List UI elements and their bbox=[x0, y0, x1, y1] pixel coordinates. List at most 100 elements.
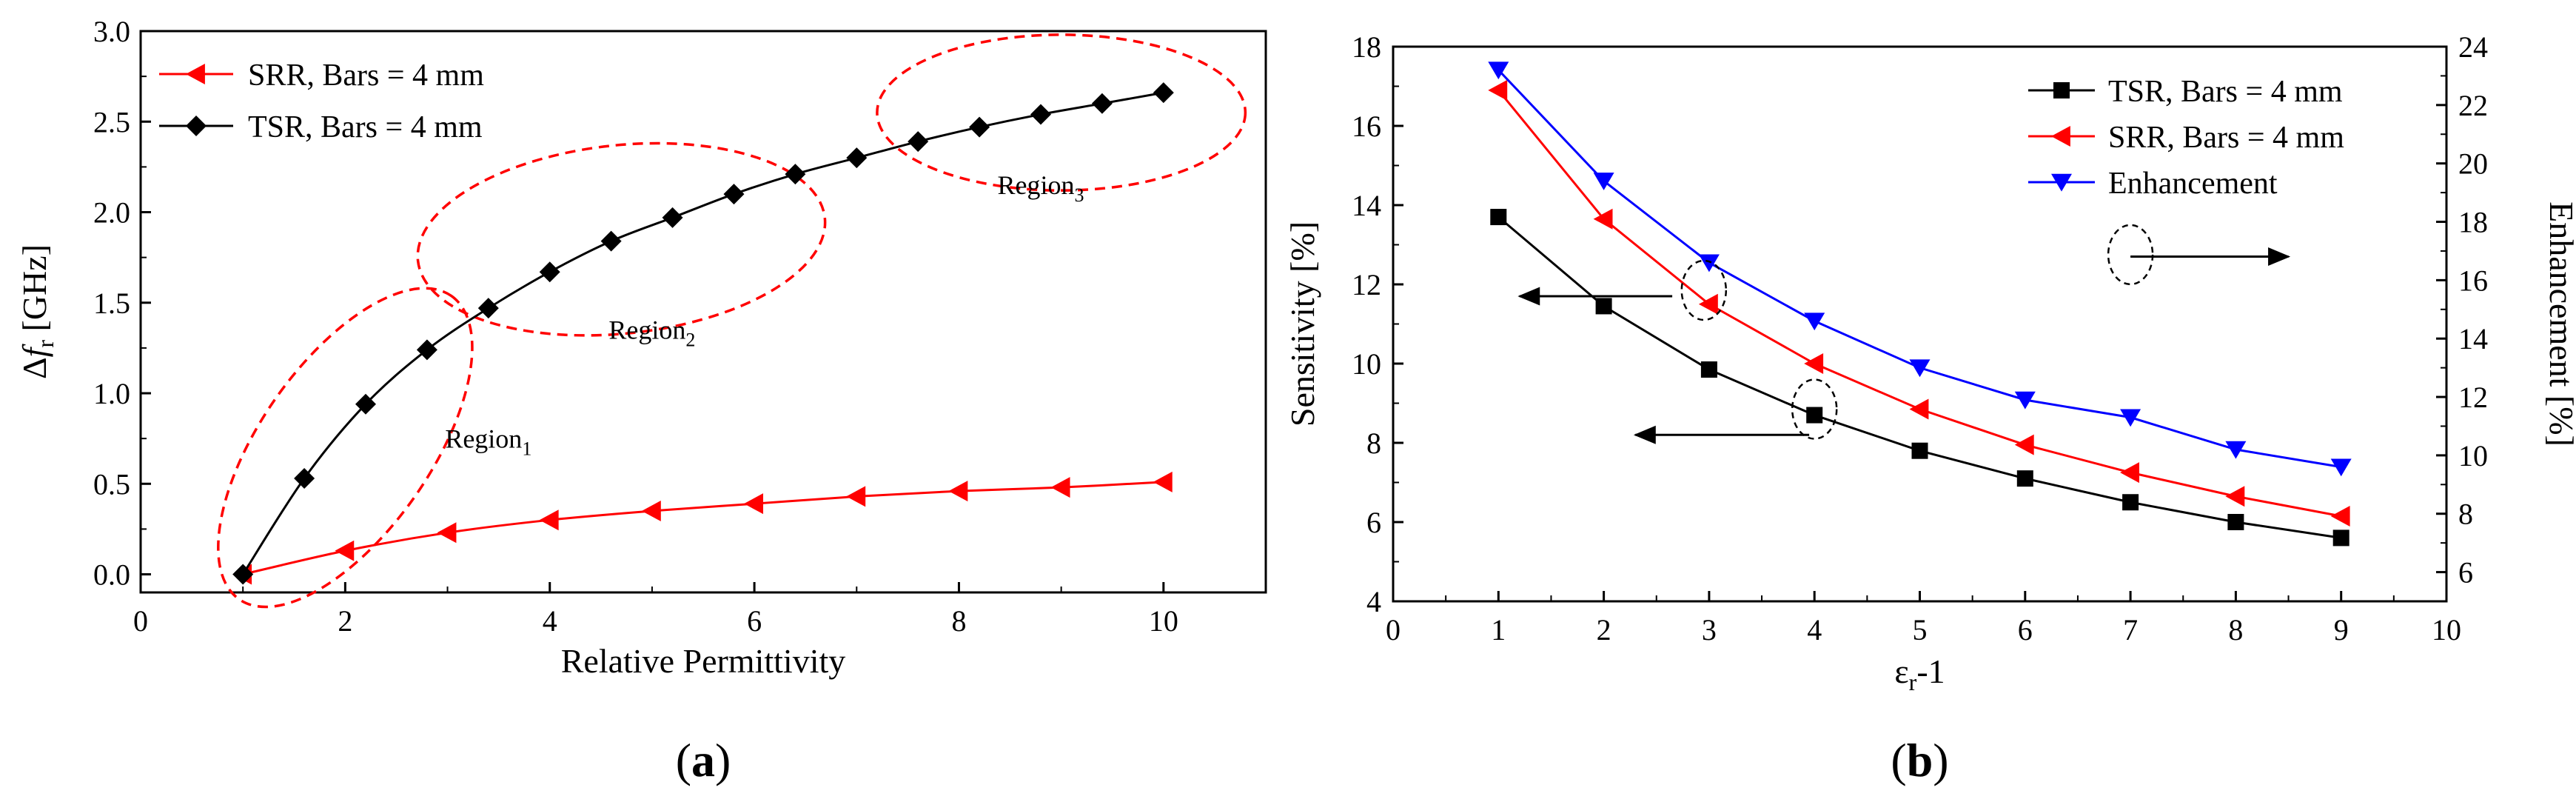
y-label-delta-a: Δ bbox=[16, 357, 53, 379]
x-tick-label-a: 0 bbox=[133, 604, 148, 638]
panel-paren: ) bbox=[715, 734, 731, 786]
series-a-srr bbox=[232, 471, 1173, 585]
y-tick-label-b: 4 bbox=[1366, 585, 1381, 618]
panel-label-b: (b) bbox=[1891, 734, 1948, 786]
data-point bbox=[232, 564, 254, 585]
data-point bbox=[294, 467, 315, 489]
data-point bbox=[1700, 361, 1717, 378]
data-point bbox=[948, 481, 968, 502]
data-point bbox=[2016, 470, 2033, 487]
data-point bbox=[1806, 407, 1823, 424]
data-point bbox=[600, 230, 622, 252]
legend-label: TSR, Bars = 4 mm bbox=[248, 110, 483, 144]
x-tick-label-a: 10 bbox=[1149, 604, 1178, 638]
dashed-circle bbox=[1791, 378, 1838, 440]
data-point bbox=[2014, 391, 2036, 410]
data-point bbox=[2227, 514, 2244, 530]
series-line bbox=[241, 91, 1164, 575]
data-point bbox=[1911, 442, 1928, 459]
data-point bbox=[1909, 359, 1931, 378]
panel-paren: ( bbox=[676, 734, 691, 786]
data-point bbox=[2122, 494, 2139, 511]
y2-tick-label-b: 12 bbox=[2458, 381, 2488, 414]
series-b-enhancement bbox=[1488, 61, 2352, 477]
y-tick-label-a: 0.5 bbox=[93, 467, 130, 501]
x-axis-label-a: Relative Permittivity bbox=[561, 642, 846, 680]
y2-tick-label-b: 6 bbox=[2458, 556, 2473, 589]
data-point bbox=[335, 540, 355, 561]
y2-tick-label-b: 24 bbox=[2458, 30, 2488, 64]
series-line bbox=[242, 481, 1164, 576]
y-tick-label-b: 10 bbox=[1352, 347, 1381, 381]
y2-axis-label-b: Enhancement [%] bbox=[2543, 201, 2576, 447]
region-label: Region2 bbox=[608, 315, 695, 351]
data-point bbox=[2330, 458, 2352, 477]
series-b-tsr bbox=[1490, 209, 2349, 547]
x-tick-label-a: 4 bbox=[543, 604, 557, 638]
x-tick-label-a: 6 bbox=[747, 604, 762, 638]
data-point bbox=[1030, 104, 1051, 125]
chart-a: 0 2 4 6 8 10 0.0 0.5 1.0 1.5 2.0 2.5 3.0 Relative Per… bbox=[16, 15, 1267, 680]
data-point bbox=[908, 131, 929, 153]
y-tick-label-b: 12 bbox=[1352, 268, 1381, 301]
region-label: Region3 bbox=[998, 170, 1084, 206]
data-point bbox=[477, 298, 499, 319]
legend-a: SRR, Bars = 4 mm TSR, Bars = 4 mm bbox=[159, 59, 484, 144]
data-point bbox=[1804, 313, 1825, 331]
y2-tick-label-b: 14 bbox=[2458, 322, 2488, 355]
region-subscript: 3 bbox=[1075, 184, 1084, 206]
region-subscript: 1 bbox=[522, 438, 531, 459]
x-tick-label-a: 2 bbox=[338, 604, 352, 638]
region-text: Region bbox=[998, 170, 1075, 200]
panel-paren: ) bbox=[1933, 734, 1948, 786]
data-point bbox=[969, 116, 990, 138]
y2-tick-label-b: 10 bbox=[2458, 439, 2488, 472]
y-tick-label-b: 6 bbox=[1366, 506, 1381, 539]
data-point bbox=[1153, 471, 1173, 492]
data-point bbox=[785, 164, 806, 185]
data-point bbox=[1698, 254, 1720, 273]
y-tick-label-a: 1.5 bbox=[93, 287, 130, 320]
region-subscript: 2 bbox=[685, 330, 695, 351]
series-b-srr bbox=[1488, 79, 2350, 527]
y2-tick-label-b: 16 bbox=[2458, 264, 2488, 297]
data-point bbox=[2330, 505, 2350, 527]
y-label-unit-a: [GHz] bbox=[16, 244, 53, 340]
chart-b: 0 1 2 3 4 5 6 7 8 9 104681012141618681012141618202… bbox=[1284, 30, 2576, 695]
data-point bbox=[437, 522, 457, 544]
legend-marker bbox=[186, 116, 207, 136]
legend-marker bbox=[2051, 173, 2072, 192]
data-point bbox=[1050, 477, 1070, 498]
y2-tick-label-b: 18 bbox=[2458, 206, 2488, 239]
x-tick-label-b: 2 bbox=[1597, 613, 1611, 646]
legend-marker bbox=[2053, 82, 2070, 98]
data-point bbox=[2120, 462, 2139, 484]
data-point bbox=[662, 207, 683, 228]
y2-tick-label-b: 20 bbox=[2458, 147, 2488, 181]
data-point bbox=[416, 339, 437, 361]
y-tick-label-a: 2.0 bbox=[93, 196, 130, 230]
region-label: Region1 bbox=[445, 424, 531, 459]
data-point bbox=[1490, 209, 1507, 226]
series-a-tsr bbox=[232, 82, 1174, 585]
dashed-circle bbox=[2107, 224, 2154, 286]
data-point bbox=[641, 500, 661, 521]
legend-label: TSR, Bars = 4 mm bbox=[2108, 75, 2343, 109]
x-tick-label-b: 4 bbox=[1807, 613, 1822, 646]
data-point bbox=[2014, 434, 2034, 455]
x-tick-label-b: 6 bbox=[2018, 613, 2033, 646]
data-point bbox=[723, 184, 745, 205]
y-label-sub-a: r bbox=[32, 340, 58, 348]
data-point bbox=[1488, 61, 1509, 80]
x-tick-label-b: 7 bbox=[2123, 613, 2138, 646]
data-point bbox=[1595, 298, 1612, 315]
data-point bbox=[1698, 293, 1718, 315]
y-tick-label-b: 16 bbox=[1352, 110, 1381, 143]
x-label-sub-b: r bbox=[1909, 669, 1917, 695]
data-point bbox=[1593, 173, 1614, 190]
y-axis-label-b: Sensitivity [%] bbox=[1284, 221, 1321, 427]
legend-label: Enhancement bbox=[2108, 167, 2278, 201]
legend-b: TSR, Bars = 4 mm SRR, Bars = 4 mm Enhancem… bbox=[2028, 75, 2344, 201]
panel-letter: a bbox=[691, 734, 715, 786]
